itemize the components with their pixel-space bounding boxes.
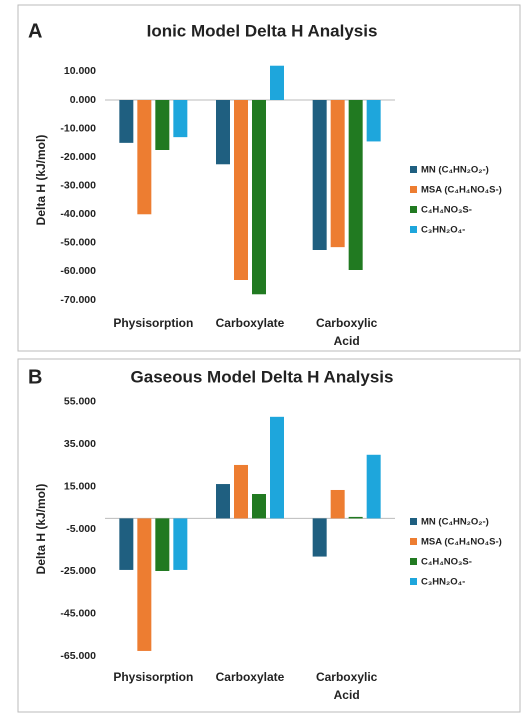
legend-label: MN (C₄HN₂O₂-) xyxy=(421,517,489,528)
bar xyxy=(119,518,134,570)
bar xyxy=(234,464,248,519)
legend-swatch xyxy=(410,578,417,585)
bar xyxy=(270,416,284,519)
legend-swatch xyxy=(410,186,417,193)
legend-swatch xyxy=(410,166,417,173)
bar xyxy=(270,65,284,100)
bar xyxy=(155,100,170,150)
y-tick-label: 10.000 xyxy=(64,65,96,77)
x-tick-label: Carboxylic Acid xyxy=(315,316,378,348)
y-tick-label: -30.000 xyxy=(60,179,96,191)
bar xyxy=(137,518,152,651)
bar xyxy=(216,484,230,519)
x-tick-label: Physisorption xyxy=(113,670,194,684)
bar xyxy=(173,100,188,138)
legend-label: C₃HN₂O₄- xyxy=(421,225,465,236)
legend-swatch xyxy=(410,518,417,525)
y-tick-label: -40.000 xyxy=(60,208,96,220)
chart-title: Gaseous Model Delta H Analysis xyxy=(131,367,394,386)
legend-label: C₄H₄NO₃S- xyxy=(421,205,472,216)
x-tick-label: Carboxylate xyxy=(215,316,285,330)
panel-label: B xyxy=(28,366,42,388)
y-tick-label: -70.000 xyxy=(60,294,96,306)
chart-title: Ionic Model Delta H Analysis xyxy=(147,21,378,40)
panel-label: A xyxy=(28,20,42,42)
y-tick-label: 55.000 xyxy=(64,396,96,408)
bar xyxy=(366,100,381,142)
y-tick-label: -50.000 xyxy=(60,237,96,249)
y-tick-label: 35.000 xyxy=(64,438,96,450)
bar xyxy=(216,100,230,165)
bar xyxy=(234,100,248,280)
y-axis-title: Delta H (kJ/mol) xyxy=(34,135,48,226)
bar xyxy=(330,100,345,248)
legend-label: MN (C₄HN₂O₂-) xyxy=(421,165,489,176)
legend-label: C₃HN₂O₄- xyxy=(421,577,465,588)
bar xyxy=(119,100,134,143)
y-tick-label: -5.000 xyxy=(66,523,96,535)
bar xyxy=(252,100,266,295)
y-tick-label: -65.000 xyxy=(60,650,96,662)
bar xyxy=(366,454,381,519)
y-tick-label: -20.000 xyxy=(60,151,96,163)
bar xyxy=(330,489,345,519)
y-tick-label: -10.000 xyxy=(60,122,96,134)
bar xyxy=(173,518,188,570)
bar xyxy=(312,518,327,557)
legend-swatch xyxy=(410,206,417,213)
y-tick-label: -60.000 xyxy=(60,265,96,277)
panel-frame xyxy=(17,358,521,713)
legend-label: MSA (C₄H₄NO₄S-) xyxy=(421,537,502,548)
legend-label: C₄H₄NO₃S- xyxy=(421,557,472,568)
y-tick-label: 0.000 xyxy=(70,94,96,106)
y-tick-label: 15.000 xyxy=(64,480,96,492)
x-tick-label: Physisorption xyxy=(113,316,194,330)
x-tick-label: Carboxylate xyxy=(215,670,285,684)
legend-label: MSA (C₄H₄NO₄S-) xyxy=(421,185,502,196)
bar xyxy=(312,100,327,250)
bar xyxy=(348,516,363,519)
legend-swatch xyxy=(410,226,417,233)
bar xyxy=(252,494,266,519)
y-axis-title: Delta H (kJ/mol) xyxy=(34,484,48,575)
bar xyxy=(137,100,152,215)
legend-swatch xyxy=(410,538,417,545)
bar xyxy=(155,518,170,571)
y-tick-label: -45.000 xyxy=(60,608,96,620)
bar xyxy=(348,100,363,270)
y-tick-label: -25.000 xyxy=(60,565,96,577)
legend-swatch xyxy=(410,558,417,565)
x-tick-label: Carboxylic Acid xyxy=(315,670,378,702)
panel-frame xyxy=(17,4,521,352)
